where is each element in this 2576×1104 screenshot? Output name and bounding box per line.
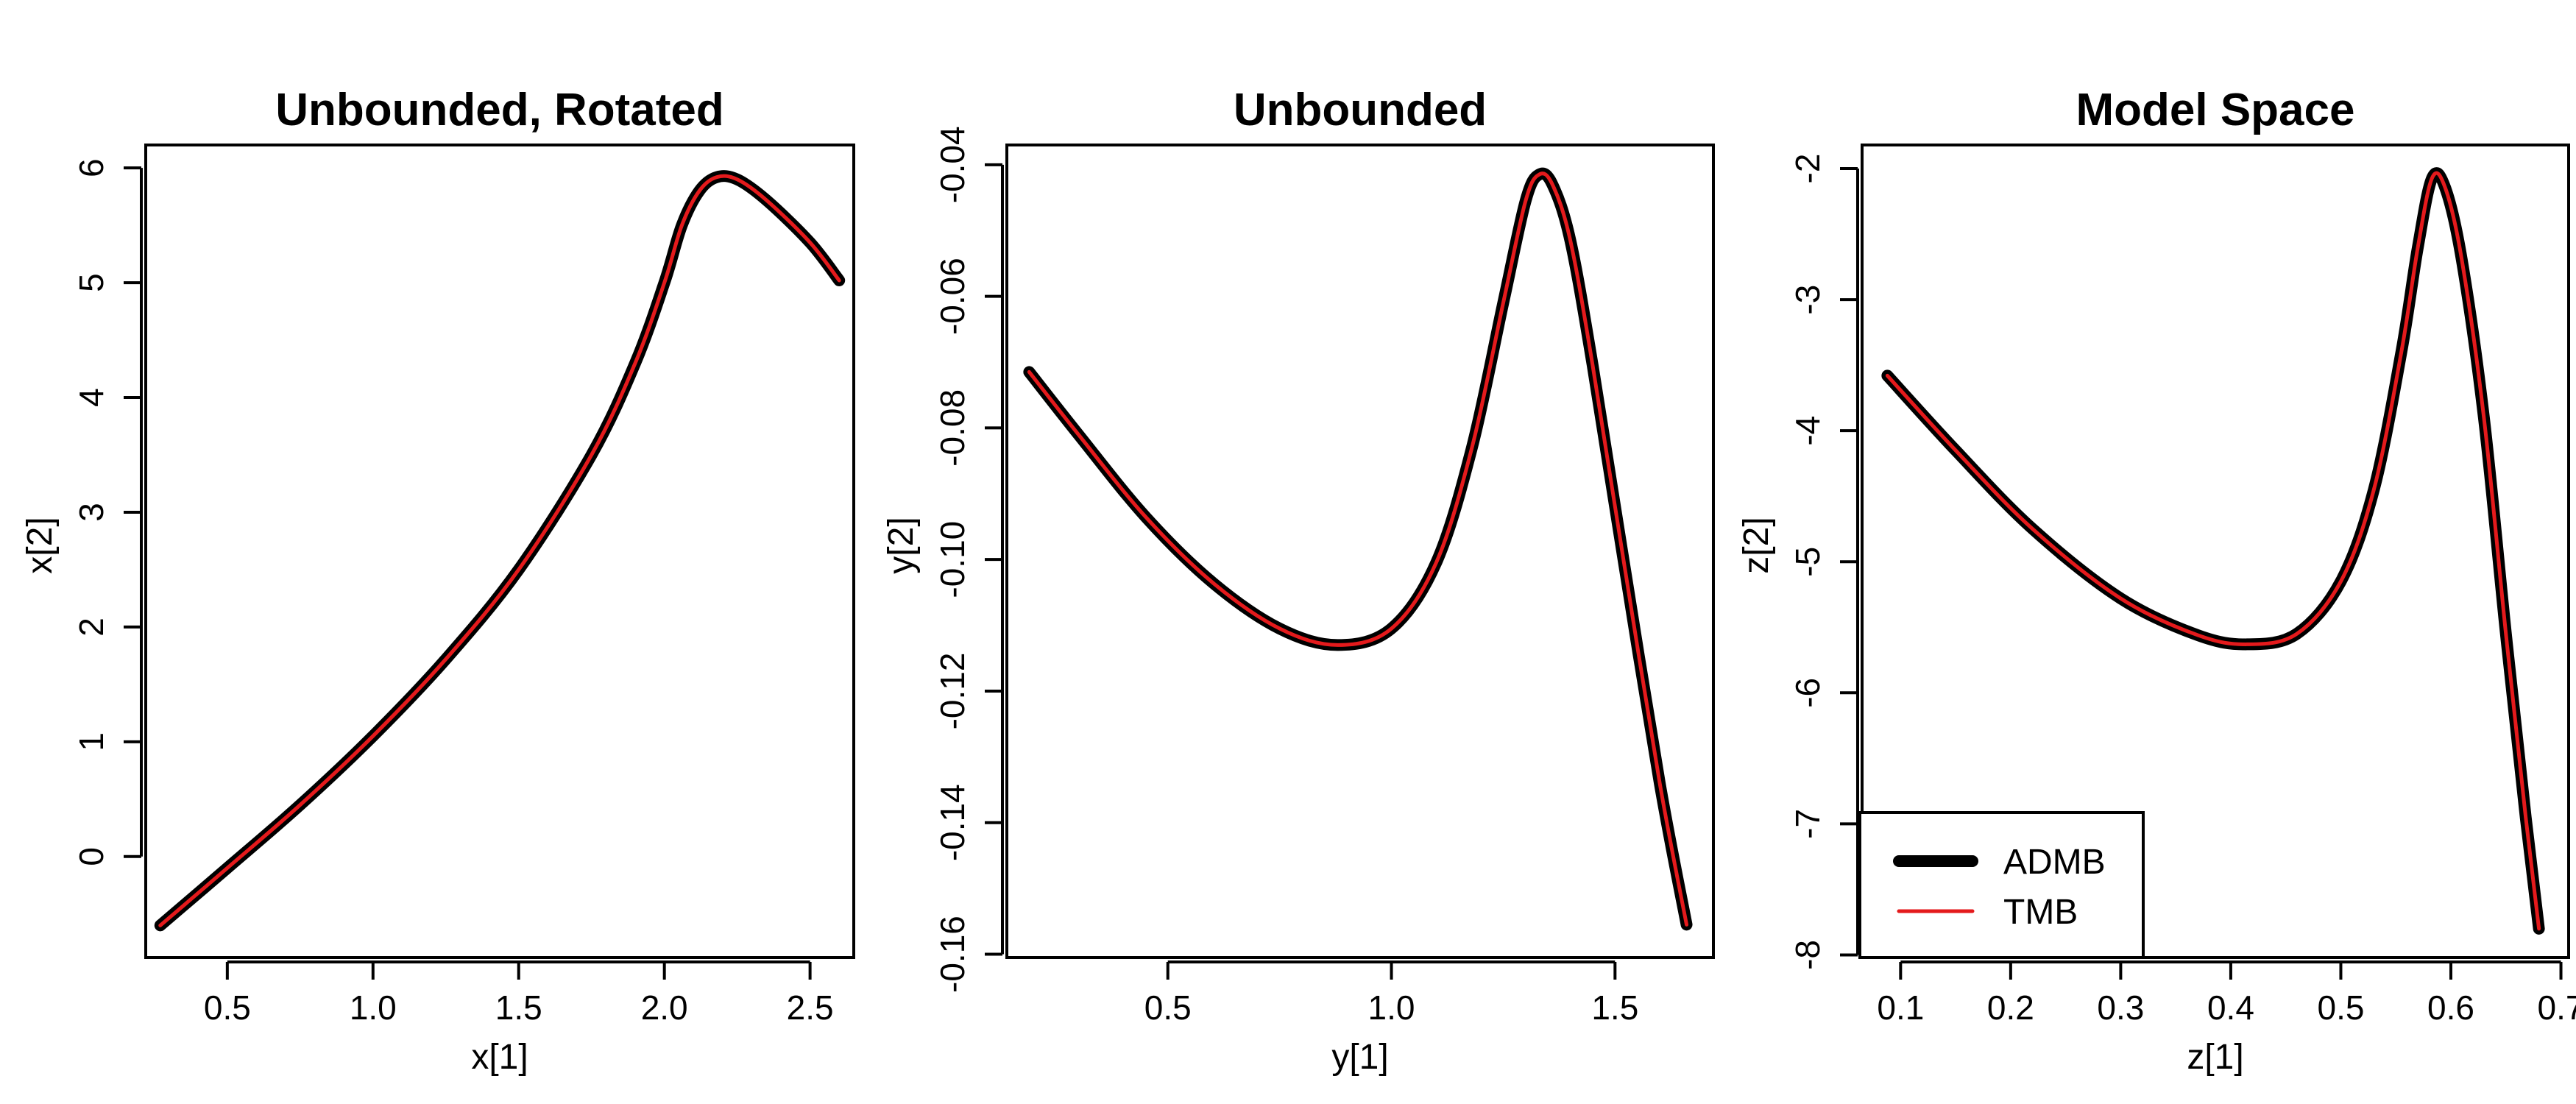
chart-title: Model Space (2076, 85, 2355, 135)
legend-label-tmb: TMB (2003, 893, 2078, 932)
x-axis-label: z[1] (2187, 1038, 2243, 1077)
y-tick-label: 6 (72, 158, 110, 177)
x-tick-label: 0.5 (2317, 988, 2364, 1027)
plot-frame (1861, 144, 2570, 959)
series-line-tmb (1885, 171, 2541, 931)
y-tick-label: -0.06 (933, 258, 972, 335)
series-line-admb (1023, 167, 1693, 931)
chart-panel-1: Unbounded, Rotated 0.5 1.0 1.5 2.0 2.5 x[1] 0 1 2… (21, 85, 855, 1077)
legend-label-admb: ADMB (2003, 843, 2106, 882)
x-tick-label: 0.5 (1144, 988, 1192, 1027)
chart-title: Unbounded, Rotated (275, 85, 724, 135)
x-tick-label: 0.3 (2097, 988, 2144, 1027)
x-tick-label: 0.6 (2427, 988, 2474, 1027)
chart-panel-3: Model Space 0.1 0.2 0.3 0.4 0.5 0.6 0.7 z[1] -8 -7… (1737, 85, 2576, 1077)
x-tick-label: 1.0 (350, 988, 397, 1027)
x-tick-label: 2.0 (641, 988, 688, 1027)
plot-frame (144, 144, 855, 959)
plot-frame (1005, 144, 1715, 959)
x-axis-label: y[1] (1331, 1038, 1388, 1077)
y-tick-label: 4 (72, 388, 110, 407)
y-tick-label: -3 (1788, 285, 1827, 315)
y-tick-label: -0.14 (933, 784, 972, 861)
x-tick-label: 0.2 (1987, 988, 2034, 1027)
chart-panel-2: Unbounded 0.5 1.0 1.5 y[1] -0.16 -0.14 -0.12 -0.… (882, 85, 1715, 1077)
y-tick-label: -0.16 (933, 916, 972, 993)
y-tick-label: 1 (72, 732, 110, 751)
chart-title: Unbounded (1234, 85, 1487, 135)
series-line-admb (154, 170, 846, 932)
y-tick-label: 0 (72, 847, 110, 866)
legend: ADMB TMB (1858, 811, 2145, 959)
y-tick-label: -5 (1788, 547, 1827, 577)
y-tick-label: 5 (72, 273, 110, 292)
y-tick-label: -8 (1788, 940, 1827, 970)
y-tick-label: -0.04 (933, 126, 972, 203)
y-tick-label: -4 (1788, 416, 1827, 446)
y-axis-label: x[2] (21, 517, 60, 573)
x-tick-label: 0.7 (2538, 988, 2576, 1027)
y-tick-label: -6 (1788, 678, 1827, 708)
x-tick-label: 1.5 (1591, 988, 1638, 1027)
x-tick-label: 2.5 (787, 988, 834, 1027)
series-line-tmb (1027, 171, 1689, 927)
x-tick-label: 0.5 (204, 988, 251, 1027)
legend-box (1858, 811, 2145, 959)
x-axis-label: x[1] (471, 1038, 528, 1077)
y-axis-label: z[2] (1737, 517, 1776, 573)
series-line-tmb (158, 174, 841, 927)
y-tick-label: -7 (1788, 809, 1827, 839)
y-axis-label: y[2] (882, 517, 921, 573)
y-tick-label: -0.12 (933, 653, 972, 730)
y-tick-label: 3 (72, 503, 110, 522)
y-tick-label: -0.10 (933, 521, 972, 598)
x-tick-label: 0.1 (1877, 988, 1924, 1027)
y-tick-label: -0.08 (933, 389, 972, 467)
y-tick-label: 2 (72, 618, 110, 637)
y-tick-label: -2 (1788, 154, 1827, 184)
x-tick-label: 1.0 (1368, 988, 1415, 1027)
x-tick-label: 1.5 (495, 988, 542, 1027)
x-tick-label: 0.4 (2207, 988, 2254, 1027)
